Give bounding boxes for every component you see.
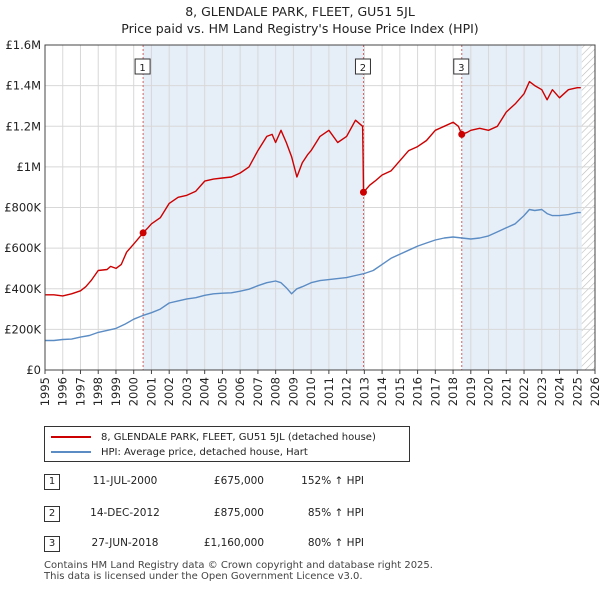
table-row: 1 11-JUL-2000 £675,000 152% ↑ HPI bbox=[44, 474, 404, 492]
x-tick-label: 2010 bbox=[304, 377, 318, 406]
x-tick-label: 2004 bbox=[198, 377, 212, 406]
y-tick-label: £400K bbox=[4, 282, 41, 296]
x-tick-label: 2023 bbox=[535, 377, 549, 406]
x-tick-label: 2006 bbox=[233, 377, 247, 406]
x-tick-label: 2014 bbox=[375, 377, 389, 406]
sale-label-box-1 bbox=[134, 58, 151, 75]
x-tick-label: 1998 bbox=[91, 377, 105, 406]
x-tick-label: 2011 bbox=[322, 377, 336, 406]
transaction-date: 11-JUL-2000 bbox=[92, 475, 158, 487]
sale-label-2: 2 bbox=[360, 63, 366, 74]
x-tick-label: 1999 bbox=[109, 377, 123, 406]
transaction-number: 1 bbox=[44, 474, 60, 490]
transaction-number: 2 bbox=[44, 506, 60, 522]
legend-item-price: 8, GLENDALE PARK, FLEET, GU51 5JL (detac… bbox=[51, 430, 376, 444]
x-tick-label: 2015 bbox=[393, 377, 407, 406]
transaction-price: £675,000 bbox=[213, 475, 264, 487]
price-series-line bbox=[45, 80, 581, 297]
x-tick-label: 2026 bbox=[588, 377, 600, 406]
table-row: 2 14-DEC-2012 £875,000 85% ↑ HPI bbox=[44, 506, 404, 524]
x-tick-label: 2008 bbox=[269, 377, 283, 406]
sale-label-box-2 bbox=[354, 58, 371, 75]
sale-label-1: 1 bbox=[139, 63, 145, 74]
x-tick-label: 1996 bbox=[56, 377, 70, 406]
x-tick-label: 2022 bbox=[517, 377, 531, 406]
x-tick-label: 2017 bbox=[428, 377, 442, 406]
x-tick-label: 2018 bbox=[446, 377, 460, 406]
transaction-price: £875,000 bbox=[213, 507, 264, 519]
x-tick-label: 2005 bbox=[215, 377, 229, 406]
chart-title-line2: Price paid vs. HM Land Registry's House … bbox=[121, 21, 479, 36]
x-tick-label: 2000 bbox=[127, 377, 141, 406]
legend-swatch-price bbox=[51, 436, 91, 438]
footer-attribution: Contains HM Land Registry data © Crown c… bbox=[44, 560, 433, 582]
sale-point-1 bbox=[139, 229, 147, 237]
legend: 8, GLENDALE PARK, FLEET, GU51 5JL (detac… bbox=[44, 426, 410, 462]
y-tick-label: £800K bbox=[4, 201, 41, 215]
x-tick-label: 2009 bbox=[286, 377, 300, 406]
y-tick-label: £0 bbox=[26, 363, 41, 377]
x-tick-label: 2016 bbox=[411, 377, 425, 406]
transaction-date: 27-JUN-2018 bbox=[91, 537, 159, 549]
x-tick-label: 2001 bbox=[144, 377, 158, 406]
x-tick-label: 2024 bbox=[553, 377, 567, 406]
sale-point-2 bbox=[359, 188, 367, 196]
x-tick-label: 2021 bbox=[499, 377, 513, 406]
y-tick-label: £1M bbox=[16, 160, 41, 174]
sale-point-3 bbox=[458, 130, 466, 138]
legend-label-price: 8, GLENDALE PARK, FLEET, GU51 5JL (detac… bbox=[101, 431, 376, 443]
transaction-number: 3 bbox=[44, 536, 60, 552]
y-tick-label: £600K bbox=[4, 241, 41, 255]
transaction-date: 14-DEC-2012 bbox=[90, 507, 160, 519]
legend-item-hpi: HPI: Average price, detached house, Hart bbox=[51, 445, 308, 459]
x-tick-label: 1995 bbox=[38, 377, 52, 406]
sale-label-box-3 bbox=[453, 58, 470, 75]
plot-border bbox=[44, 44, 596, 371]
y-tick-label: £1.4M bbox=[5, 79, 41, 93]
x-tick-label: 2019 bbox=[464, 377, 478, 406]
hpi-series-line bbox=[45, 208, 581, 342]
x-tick-label: 2007 bbox=[251, 377, 265, 406]
x-tick-label: 2002 bbox=[162, 377, 176, 406]
footer-line2: This data is licensed under the Open Gov… bbox=[44, 571, 363, 582]
y-tick-label: £1.6M bbox=[5, 38, 41, 52]
x-tick-label: 1997 bbox=[73, 377, 87, 406]
x-tick-label: 2025 bbox=[570, 377, 584, 406]
legend-label-hpi: HPI: Average price, detached house, Hart bbox=[101, 446, 308, 458]
table-row: 3 27-JUN-2018 £1,160,000 80% ↑ HPI bbox=[44, 536, 404, 554]
price-chart: £0 £200K £400K £600K £800K £1M £1.2M £1.4M £1.6M… bbox=[4, 38, 600, 406]
transaction-hpi-pct: 85% ↑ HPI bbox=[307, 507, 364, 519]
chart-title: 8, GLENDALE PARK, FLEET, GU51 5JL Price … bbox=[0, 3, 600, 37]
transaction-price: £1,160,000 bbox=[203, 537, 264, 549]
sale-label-3: 3 bbox=[458, 63, 464, 74]
transaction-hpi-pct: 80% ↑ HPI bbox=[307, 537, 364, 549]
legend-swatch-hpi bbox=[51, 451, 91, 453]
x-tick-label: 2013 bbox=[357, 377, 371, 406]
x-tick-label: 2012 bbox=[340, 377, 354, 406]
x-tick-label: 2003 bbox=[180, 377, 194, 406]
transaction-hpi-pct: 152% ↑ HPI bbox=[301, 475, 364, 487]
x-tick-label: 2020 bbox=[482, 377, 496, 406]
y-tick-label: £1.2M bbox=[5, 119, 41, 133]
y-tick-label: £200K bbox=[4, 322, 41, 336]
footer-line1: Contains HM Land Registry data © Crown c… bbox=[44, 560, 433, 571]
chart-title-line1: 8, GLENDALE PARK, FLEET, GU51 5JL bbox=[185, 4, 415, 19]
